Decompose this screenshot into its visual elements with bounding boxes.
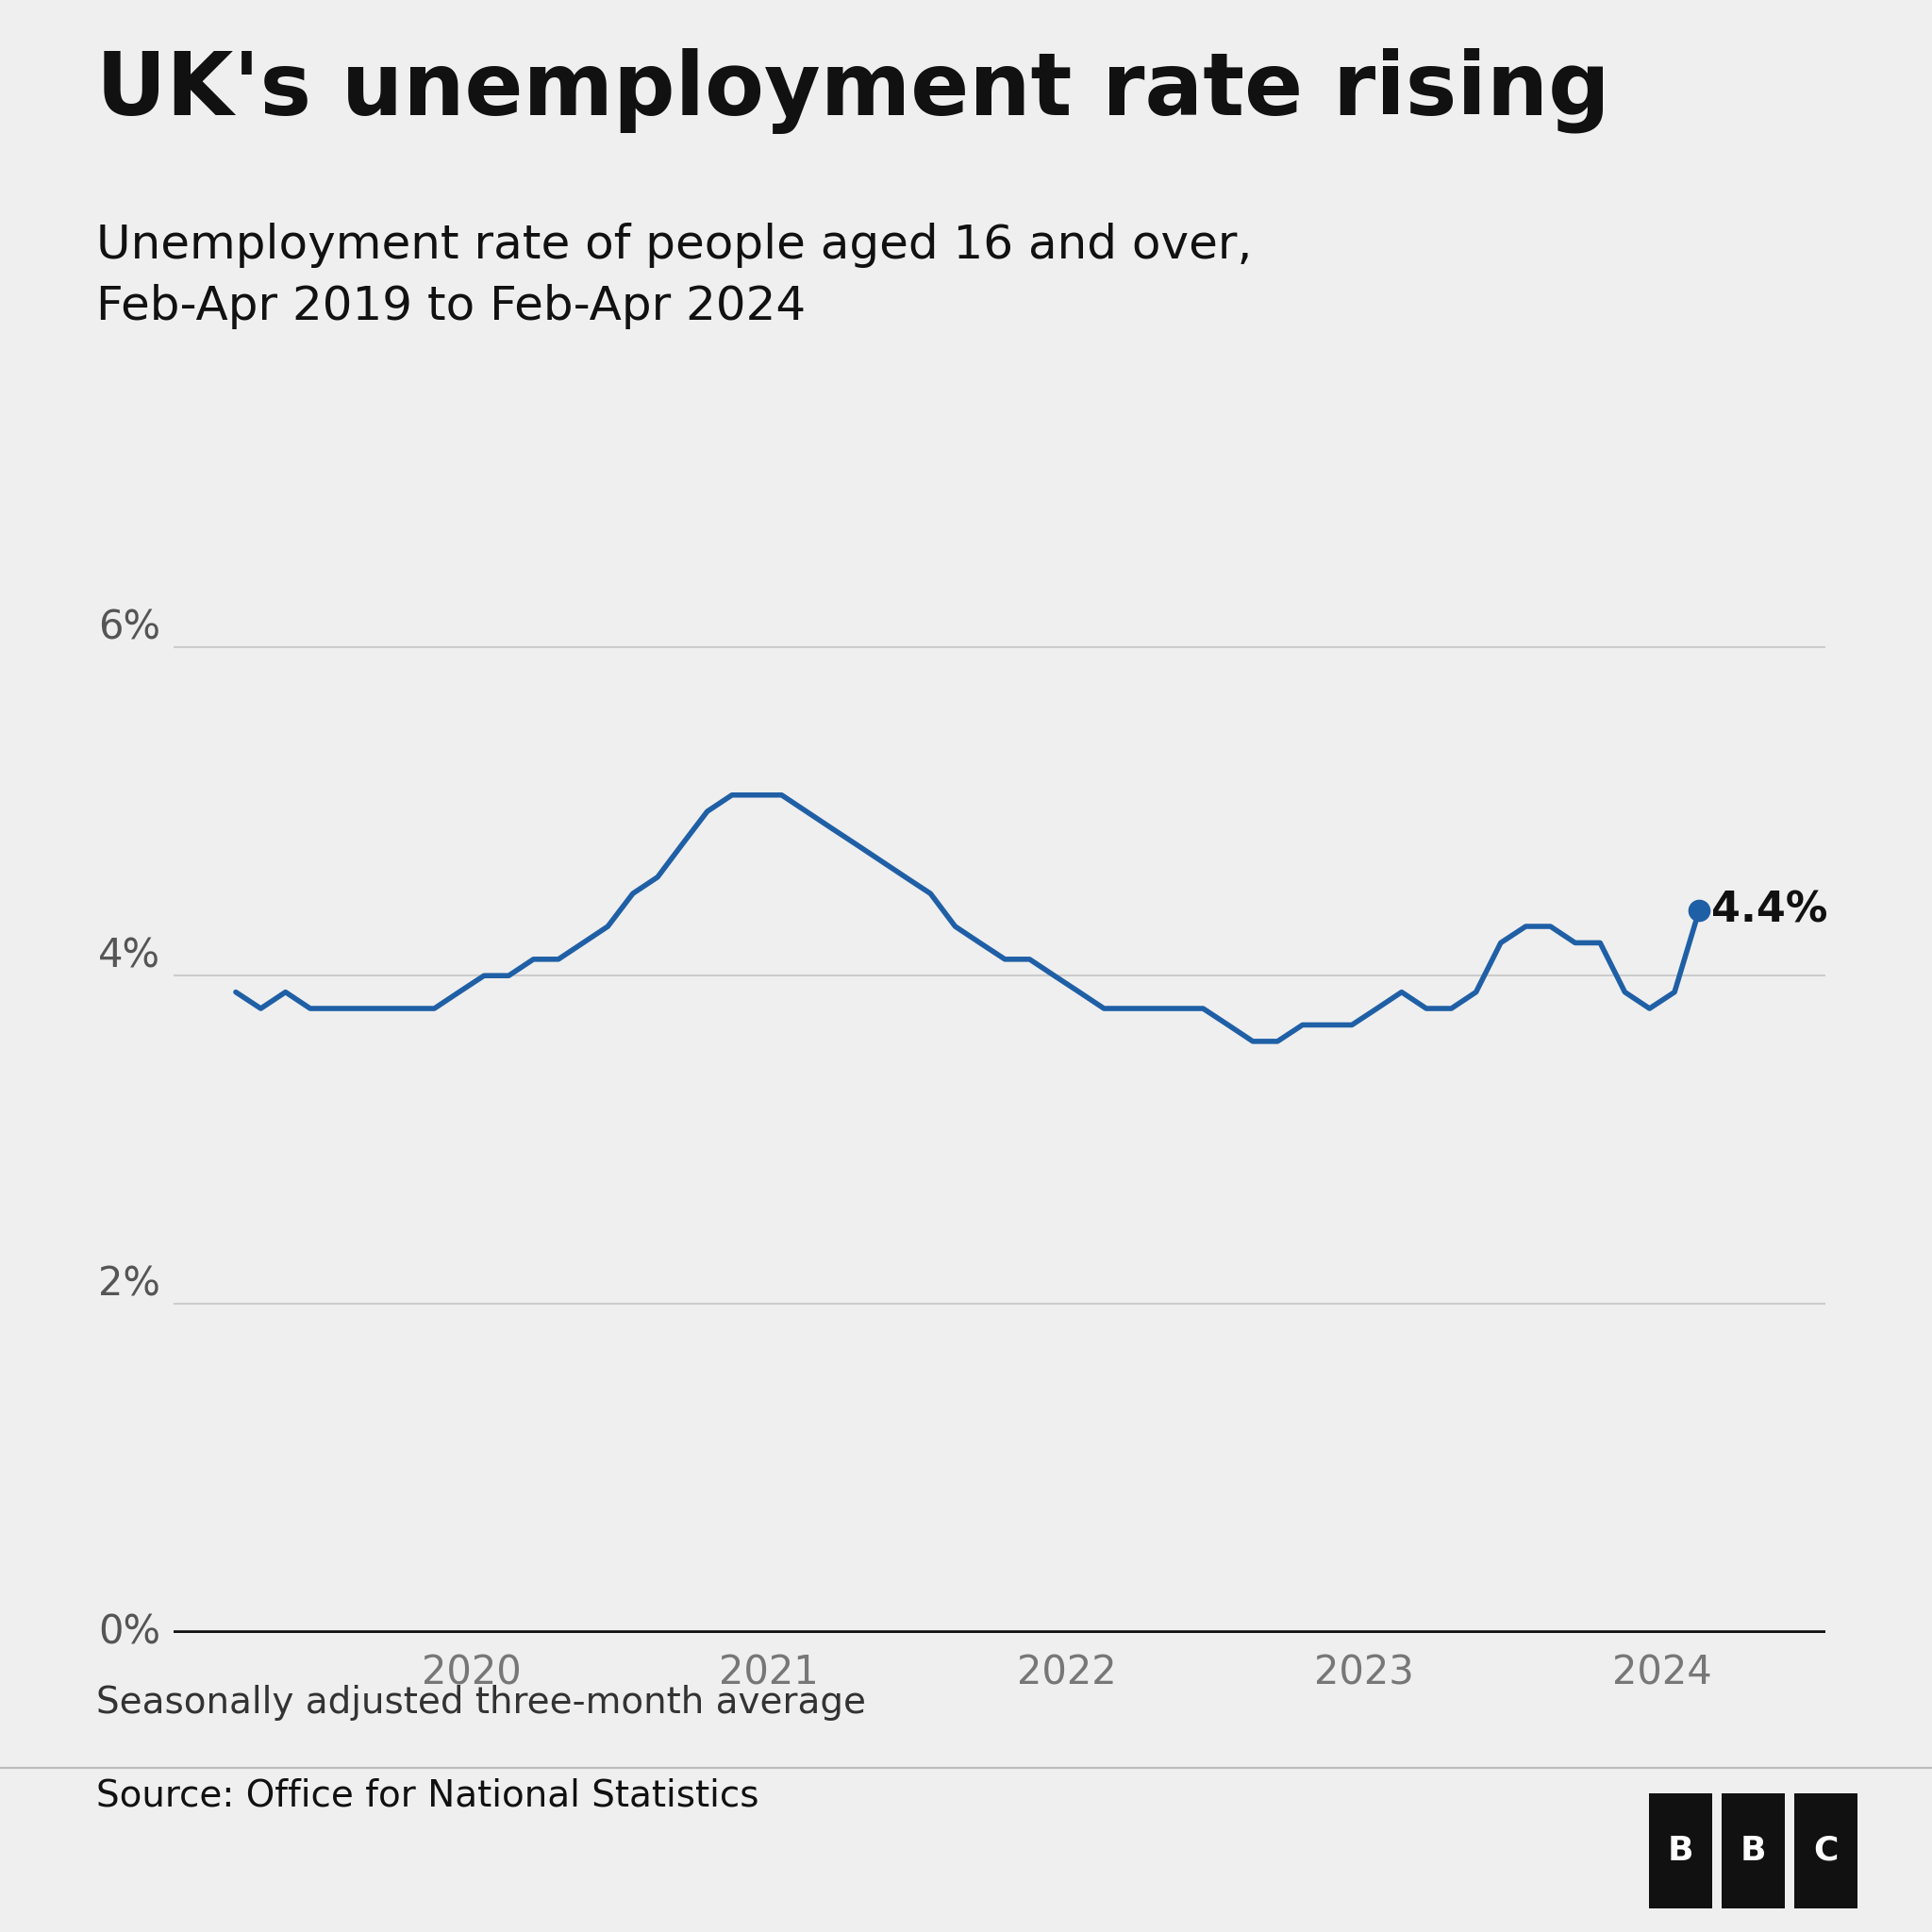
Text: Source: Office for National Statistics: Source: Office for National Statistics: [97, 1777, 759, 1814]
FancyBboxPatch shape: [1795, 1793, 1857, 1909]
Text: 4%: 4%: [99, 935, 160, 976]
Text: 4.4%: 4.4%: [1712, 891, 1828, 929]
FancyBboxPatch shape: [1721, 1793, 1785, 1909]
Text: UK's unemployment rate rising: UK's unemployment rate rising: [97, 48, 1611, 133]
FancyBboxPatch shape: [1650, 1793, 1712, 1909]
Text: 0%: 0%: [99, 1613, 160, 1652]
Text: Unemployment rate of people aged 16 and over,
Feb-Apr 2019 to Feb-Apr 2024: Unemployment rate of people aged 16 and …: [97, 222, 1252, 328]
Text: B: B: [1741, 1835, 1766, 1866]
Text: C: C: [1814, 1835, 1837, 1866]
Text: 2%: 2%: [99, 1264, 160, 1304]
Text: 6%: 6%: [99, 607, 160, 647]
Text: Seasonally adjusted three-month average: Seasonally adjusted three-month average: [97, 1685, 866, 1721]
Text: B: B: [1667, 1835, 1694, 1866]
